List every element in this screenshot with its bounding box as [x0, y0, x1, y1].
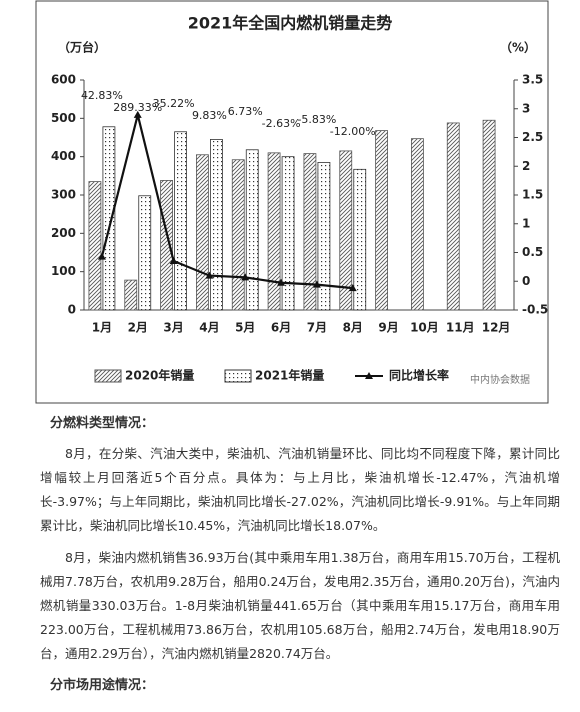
marker: [169, 256, 178, 264]
bar: [339, 150, 353, 311]
x-tick-label: 3月: [163, 321, 183, 335]
bar: [411, 138, 424, 311]
bar: [174, 131, 187, 311]
bar: [375, 130, 388, 311]
bar: [88, 181, 102, 311]
y-tick-label: 100: [51, 264, 76, 278]
y-tick-label: 600: [51, 73, 76, 87]
marker: [241, 273, 250, 281]
bar: [210, 139, 223, 311]
value-label: -2.63%: [262, 117, 301, 130]
value-label: -12.00%: [330, 125, 376, 138]
bar: [124, 279, 138, 311]
heading: 分市场用途情况：: [50, 678, 155, 693]
value-label: -5.83%: [297, 113, 336, 126]
y2-tick-label: 2: [522, 159, 530, 173]
value-label: 9.83%: [192, 109, 227, 122]
value-label: 289.33%: [113, 101, 162, 114]
bar: [245, 149, 259, 311]
paragraph: 8月，柴油内燃机销售36.93万台(其中乘用车用1.38万台，商用车用15.70…: [40, 550, 560, 661]
bar: [317, 162, 331, 311]
y-tick-label: 0: [68, 303, 76, 317]
y2-label: （%）: [500, 40, 536, 55]
bar: [138, 195, 152, 311]
x-tick-label: 12月: [482, 321, 511, 335]
x-tick-label: 1月: [92, 321, 112, 335]
bar: [196, 154, 209, 311]
chart-title: 2021年全国内燃机销量走势: [188, 14, 393, 33]
x-tick-label: 4月: [199, 321, 219, 335]
marker: [205, 271, 214, 279]
y-tick-label: 400: [51, 149, 76, 163]
marker: [133, 110, 142, 118]
y2-tick-label: 3: [522, 101, 530, 115]
marker: [97, 252, 106, 260]
marker: [348, 284, 357, 292]
y2-tick-label: 0.5: [522, 245, 543, 259]
bar: [281, 156, 295, 311]
line: [100, 114, 353, 290]
y-tick-label: 300: [51, 188, 76, 202]
bar: [482, 119, 496, 311]
bar: [231, 159, 245, 311]
value-label: 42.83%: [81, 89, 123, 102]
marker: [312, 280, 321, 288]
paragraph: 8月，在分柴、汽油大类中，柴油机、汽油机销量环比、同比均不同程度下降，累计同比增…: [40, 446, 560, 533]
legend-swatch: [224, 369, 252, 383]
bar: [267, 152, 281, 311]
y-tick-label: 200: [51, 226, 76, 240]
bar: [446, 122, 460, 311]
legend-label: 2020年销量: [125, 368, 194, 383]
x-tick-label: 2月: [128, 321, 148, 335]
legend-label: 2021年销量: [255, 368, 324, 383]
x-tick-label: 10月: [410, 321, 439, 335]
bar: [102, 126, 116, 311]
bar: [303, 153, 317, 311]
y2-tick-label: 3.5: [522, 73, 543, 87]
value-label: 35.22%: [153, 97, 195, 110]
x-tick-label: 8月: [343, 321, 363, 335]
y-tick-label: 500: [51, 111, 76, 125]
legend-swatch: [94, 369, 122, 383]
bar: [353, 168, 367, 311]
y2-tick-label: 1.5: [522, 188, 543, 202]
y2-tick-label: 1: [522, 216, 530, 230]
x-tick-label: 11月: [446, 321, 475, 335]
y2-tick-label: 0: [522, 274, 530, 288]
y2-tick-label: 2.5: [522, 130, 543, 144]
marker: [277, 278, 286, 286]
x-tick-label: 9月: [378, 321, 398, 335]
y-label: （万台）: [58, 40, 106, 55]
x-tick-label: 6月: [271, 321, 291, 335]
legend-swatch: [365, 372, 373, 379]
x-tick-label: 5月: [235, 321, 255, 335]
legend-label: 同比增长率: [389, 368, 449, 383]
watermark: 中内协会数据: [470, 373, 530, 386]
x-tick-label: 7月: [307, 321, 327, 335]
value-label: 6.73%: [228, 105, 263, 118]
article: 分燃料类型情况： 8月，在分柴、汽油大类中，柴油机、汽油机销量环比、同比均不同程…: [40, 412, 560, 704]
y2-tick-label: -0.5: [522, 303, 548, 317]
bar: [160, 180, 173, 311]
heading: 分燃料类型情况：: [50, 416, 155, 431]
chart: 2021年全国内燃机销量走势 （万台） （%） 中内协会数据 010020030…: [35, 0, 549, 404]
